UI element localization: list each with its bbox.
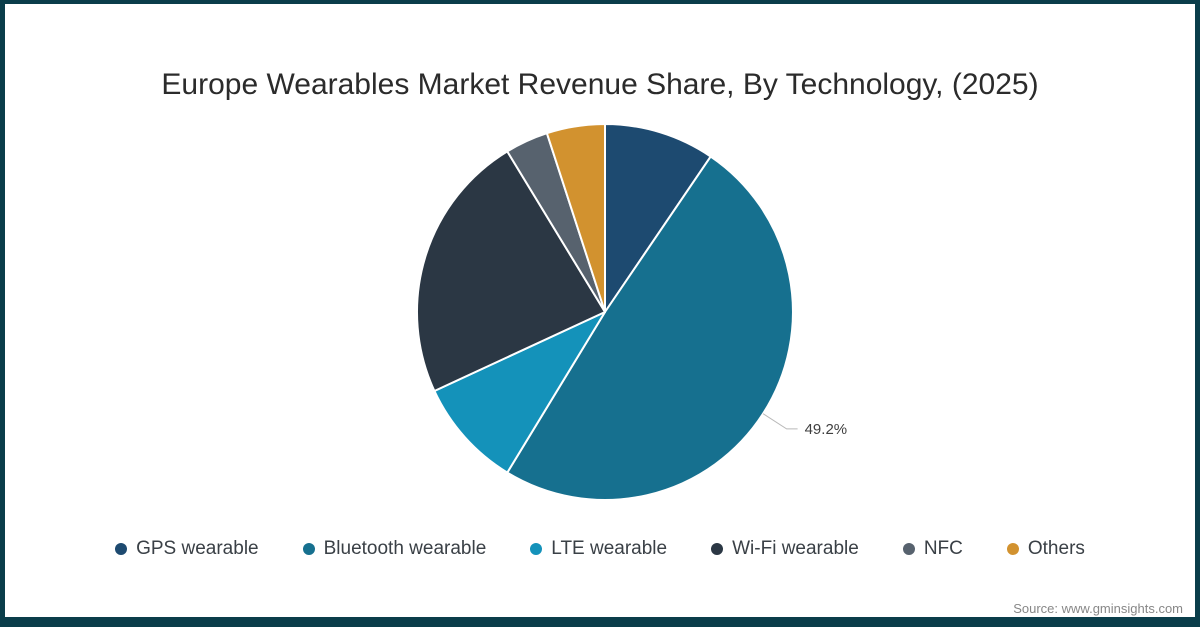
legend-label: Bluetooth wearable [323, 538, 487, 559]
legend: GPS wearable Bluetooth wearable LTE wear… [5, 538, 1195, 560]
chart-title: Europe Wearables Market Revenue Share, B… [161, 68, 1039, 101]
legend-dot [530, 543, 543, 555]
pie-chart: 49.2% [416, 123, 848, 501]
legend-label: LTE wearable [551, 538, 668, 559]
pie-slice-lte-wearable[interactable] [433, 311, 606, 474]
callout-label: 49.2% [805, 421, 848, 438]
pie-slices [416, 123, 794, 501]
legend-item-wifi-wearable[interactable]: Wi-Fi wearable [711, 538, 859, 560]
legend-label: Wi-Fi wearable [732, 538, 859, 559]
legend-dot [302, 543, 315, 555]
legend-item-bluetooth-wearable[interactable]: Bluetooth wearable [302, 538, 487, 560]
pie-slice-bluetooth-wearable[interactable] [506, 155, 794, 501]
legend-item-others[interactable]: Others [1006, 538, 1085, 560]
source-text: Source: www.gminsights.com [1013, 601, 1183, 616]
legend-label: NFC [923, 538, 963, 559]
pie-slice-gps-wearable[interactable] [604, 123, 712, 313]
legend-dot [115, 543, 128, 555]
callout-leader-line [762, 413, 798, 430]
legend-label: Others [1027, 538, 1085, 559]
legend-dot [1006, 543, 1019, 555]
legend-dot [902, 543, 915, 555]
legend-item-nfc[interactable]: NFC [902, 538, 963, 560]
pie-slice-wi-fi-wearable[interactable] [416, 150, 606, 392]
legend-label: GPS wearable [136, 538, 259, 559]
pie-slice-others[interactable] [545, 123, 606, 313]
legend-item-lte-wearable[interactable]: LTE wearable [530, 538, 667, 560]
legend-item-gps-wearable[interactable]: GPS wearable [115, 538, 259, 560]
legend-dot [711, 543, 724, 555]
